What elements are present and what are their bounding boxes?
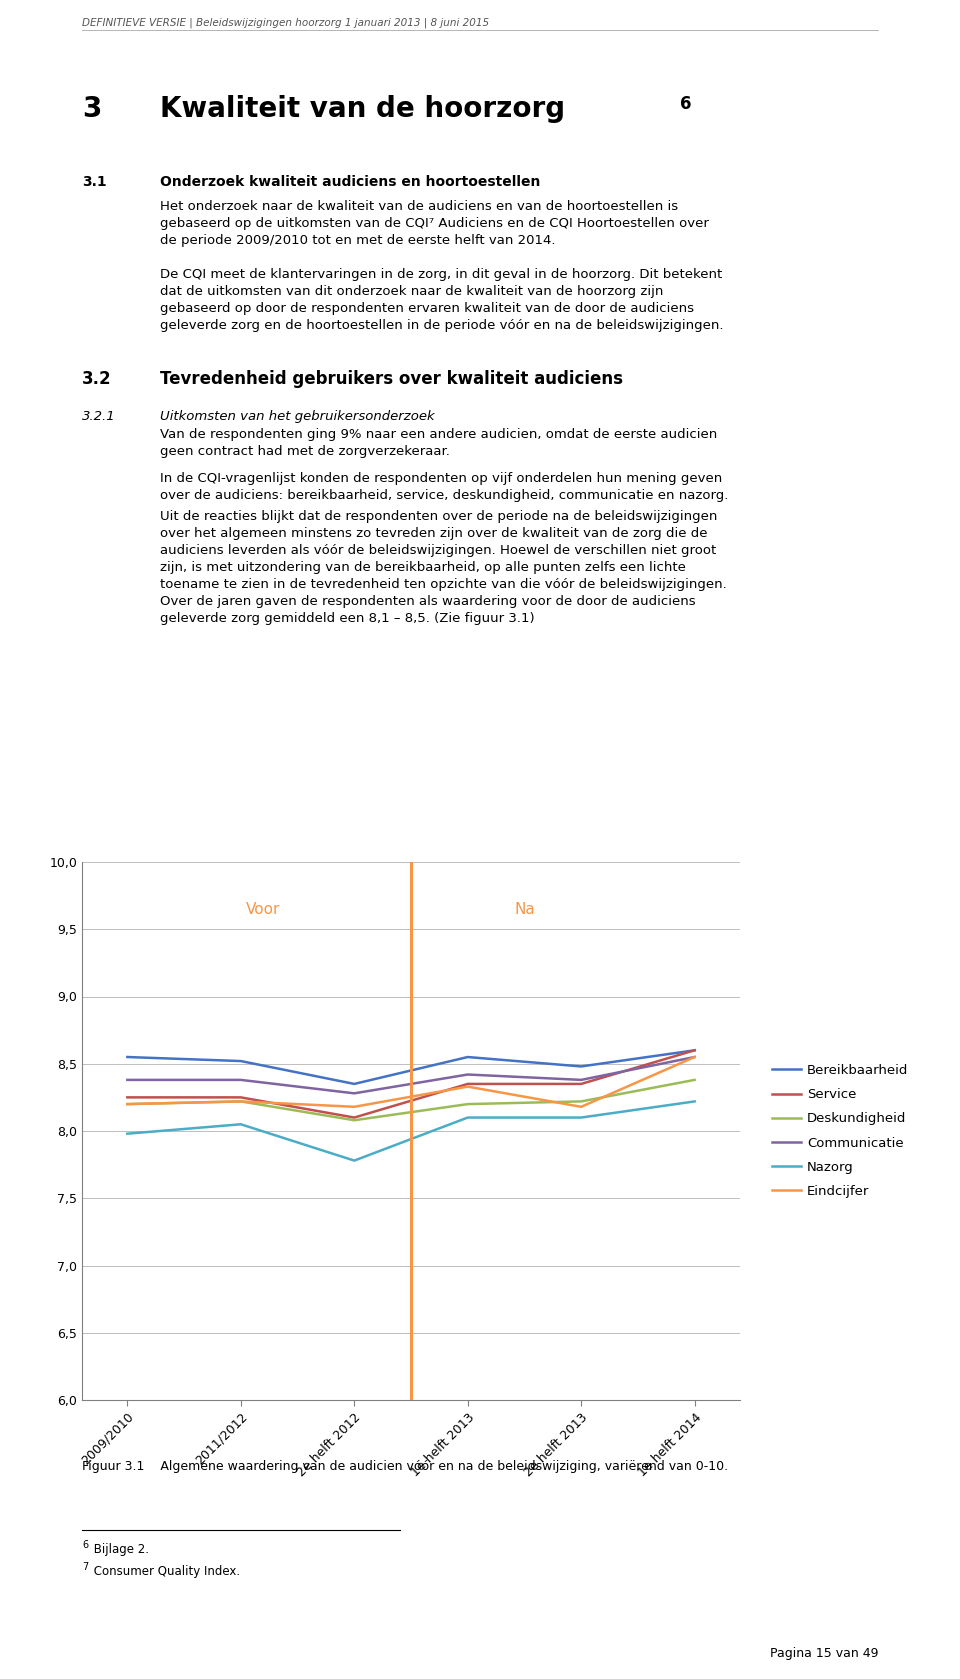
Bereikbaarheid (689, 1041, 701, 1061)
Bereikbaarheid (462, 1048, 473, 1068)
Line: Bereikbaarheid: Bereikbaarheid (128, 1051, 695, 1085)
Text: 3: 3 (82, 96, 102, 123)
Line: Nazorg: Nazorg (128, 1101, 695, 1160)
Text: 7: 7 (82, 1561, 88, 1572)
Line: Deskundigheid: Deskundigheid (128, 1080, 695, 1120)
Service (462, 1075, 473, 1095)
Communicatie (122, 1070, 133, 1090)
Line: Eindcijfer: Eindcijfer (128, 1058, 695, 1106)
Communicatie (348, 1083, 360, 1103)
Eindcijfer (235, 1091, 247, 1111)
Text: 6: 6 (82, 1540, 88, 1550)
Deskundigheid (348, 1110, 360, 1130)
Deskundigheid (122, 1095, 133, 1115)
Eindcijfer (122, 1095, 133, 1115)
Deskundigheid (462, 1095, 473, 1115)
Bereikbaarheid (348, 1075, 360, 1095)
Nazorg (575, 1108, 587, 1128)
Text: Consumer Quality Index.: Consumer Quality Index. (90, 1565, 240, 1578)
Text: Kwaliteit van de hoorzorg: Kwaliteit van de hoorzorg (160, 96, 565, 123)
Text: 3.1: 3.1 (82, 175, 107, 190)
Service (575, 1075, 587, 1095)
Service (689, 1041, 701, 1061)
Service (122, 1088, 133, 1108)
Text: DEFINITIEVE VERSIE | Beleidswijzigingen hoorzorg 1 januari 2013 | 8 juni 2015: DEFINITIEVE VERSIE | Beleidswijzigingen … (82, 18, 490, 29)
Nazorg (348, 1150, 360, 1170)
Text: Van de respondenten ging 9% naar een andere audicien, omdat de eerste audicien
g: Van de respondenten ging 9% naar een and… (160, 428, 717, 458)
Text: 6: 6 (680, 96, 691, 112)
Text: Uit de reacties blijkt dat de respondenten over de periode na de beleidswijzigin: Uit de reacties blijkt dat de respondent… (160, 510, 727, 625)
Text: Uitkomsten van het gebruikersonderzoek: Uitkomsten van het gebruikersonderzoek (160, 410, 435, 423)
Bereikbaarheid (122, 1048, 133, 1068)
Communicatie (689, 1048, 701, 1068)
Communicatie (462, 1064, 473, 1085)
Service (348, 1108, 360, 1128)
Text: 3.2.1: 3.2.1 (82, 410, 115, 423)
Text: Pagina 15 van 49: Pagina 15 van 49 (770, 1647, 878, 1661)
Text: Na: Na (514, 902, 535, 917)
Nazorg (689, 1091, 701, 1111)
Text: De CQI meet de klantervaringen in de zorg, in dit geval in de hoorzorg. Dit bete: De CQI meet de klantervaringen in de zor… (160, 269, 724, 332)
Text: Tevredenheid gebruikers over kwaliteit audiciens: Tevredenheid gebruikers over kwaliteit a… (160, 369, 623, 388)
Nazorg (235, 1115, 247, 1135)
Bereikbaarheid (235, 1051, 247, 1071)
Communicatie (235, 1070, 247, 1090)
Eindcijfer (462, 1076, 473, 1096)
Deskundigheid (575, 1091, 587, 1111)
Text: Figuur 3.1    Algemene waardering van de audicien vóór en na de beleidswijziging: Figuur 3.1 Algemene waardering van de au… (82, 1461, 728, 1472)
Deskundigheid (235, 1091, 247, 1111)
Text: Het onderzoek naar de kwaliteit van de audiciens en van de hoortoestellen is
geb: Het onderzoek naar de kwaliteit van de a… (160, 200, 708, 247)
Nazorg (462, 1108, 473, 1128)
Communicatie (575, 1070, 587, 1090)
Eindcijfer (348, 1096, 360, 1117)
Text: Voor: Voor (247, 902, 280, 917)
Text: In de CQI-vragenlijst konden de respondenten op vijf onderdelen hun mening geven: In de CQI-vragenlijst konden de responde… (160, 472, 729, 502)
Line: Communicatie: Communicatie (128, 1058, 695, 1093)
Service (235, 1088, 247, 1108)
Text: 3.2: 3.2 (82, 369, 111, 388)
Eindcijfer (575, 1096, 587, 1117)
Text: Bijlage 2.: Bijlage 2. (90, 1543, 149, 1556)
Nazorg (122, 1123, 133, 1143)
Bereikbaarheid (575, 1056, 587, 1076)
Legend: Bereikbaarheid, Service, Deskundigheid, Communicatie, Nazorg, Eindcijfer: Bereikbaarheid, Service, Deskundigheid, … (766, 1059, 914, 1204)
Eindcijfer (689, 1048, 701, 1068)
Text: Onderzoek kwaliteit audiciens en hoortoestellen: Onderzoek kwaliteit audiciens en hoortoe… (160, 175, 540, 190)
Line: Service: Service (128, 1051, 695, 1118)
Deskundigheid (689, 1070, 701, 1090)
